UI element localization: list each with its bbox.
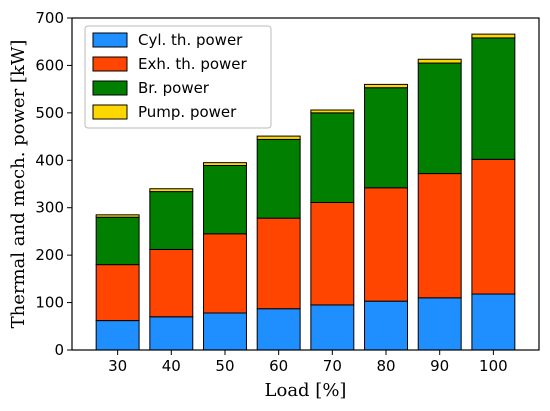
y-tick-label: 0 (54, 341, 64, 359)
bar-segment-1-60 (256, 308, 301, 351)
bar-segment-2-80 (364, 187, 408, 302)
bar-segment-1-30 (95, 320, 140, 351)
bar-segment-2-30 (95, 264, 140, 322)
plot-frame (71, 17, 540, 351)
bar-segment-1-40 (149, 316, 194, 351)
bar-segment-1-100 (471, 293, 516, 351)
bar-segment-4-40 (149, 188, 194, 193)
bars-group (95, 33, 516, 351)
x-tick-label: 100 (479, 357, 508, 375)
bar-segment-2-100 (471, 158, 516, 295)
bar-segment-2-40 (149, 248, 194, 318)
y-tick-label: 300 (35, 199, 64, 217)
bar-segment-4-50 (203, 162, 247, 167)
bar-segment-2-90 (417, 173, 462, 299)
legend-swatch-4 (92, 104, 128, 120)
bar-segment-4-60 (256, 135, 301, 140)
x-tick-label: 80 (376, 357, 395, 375)
legend-label-3: Br. power (138, 79, 210, 97)
bar-segment-3-40 (149, 191, 194, 250)
legend-label-4: Pump. power (138, 103, 237, 121)
y-tick-label: 500 (35, 104, 64, 122)
x-axis-title: Load [%] (265, 380, 347, 401)
bar-segment-1-50 (203, 312, 247, 351)
legend-swatch-2 (92, 56, 128, 72)
bar-segment-3-90 (417, 62, 462, 175)
bar-segment-4-30 (95, 214, 140, 218)
y-axis-ticks: 0 100 200 300 400 500 600 700 (35, 9, 72, 359)
bar-segment-3-70 (310, 112, 355, 203)
legend-label-1: Cyl. th. power (138, 31, 243, 49)
x-tick-label: 60 (269, 357, 288, 375)
x-tick-label: 70 (323, 357, 342, 375)
bar-segment-1-70 (310, 304, 355, 351)
x-tick-label: 50 (215, 357, 234, 375)
bar-segment-2-70 (310, 201, 355, 306)
bar-segment-3-30 (95, 216, 140, 266)
x-tick-label: 30 (108, 357, 127, 375)
y-tick-label: 700 (35, 9, 64, 27)
y-tick-label: 600 (35, 56, 64, 74)
bar-segment-1-80 (364, 300, 408, 351)
bar-segment-2-50 (203, 233, 247, 314)
bar-segment-3-60 (256, 138, 301, 219)
legend-label-2: Exh. th. power (138, 55, 248, 73)
legend-box (84, 25, 272, 129)
y-tick-label: 100 (35, 294, 64, 312)
x-tick-label: 40 (162, 357, 181, 375)
bar-segment-2-60 (256, 217, 301, 310)
bar-segment-4-80 (364, 83, 408, 89)
legend-swatch-3 (92, 80, 128, 96)
bar-segment-4-90 (417, 58, 462, 64)
bar-segment-4-100 (471, 33, 516, 39)
legend: Cyl. th. power Exh. th. power Br. power Pum… (84, 25, 272, 129)
bar-segment-3-100 (471, 37, 516, 160)
bar-segment-4-70 (310, 109, 355, 114)
x-tick-label: 90 (430, 357, 449, 375)
y-tick-label: 200 (35, 246, 64, 264)
bar-segment-3-80 (364, 87, 408, 189)
y-axis-title: Thermal and mech. power [kW] (8, 40, 29, 329)
y-tick-label: 400 (35, 151, 64, 169)
x-axis-ticks: 30 40 50 60 70 80 90 100 (108, 350, 508, 375)
bar-segment-3-50 (203, 165, 247, 235)
legend-swatch-1 (92, 32, 128, 48)
bar-segment-1-90 (417, 297, 462, 351)
